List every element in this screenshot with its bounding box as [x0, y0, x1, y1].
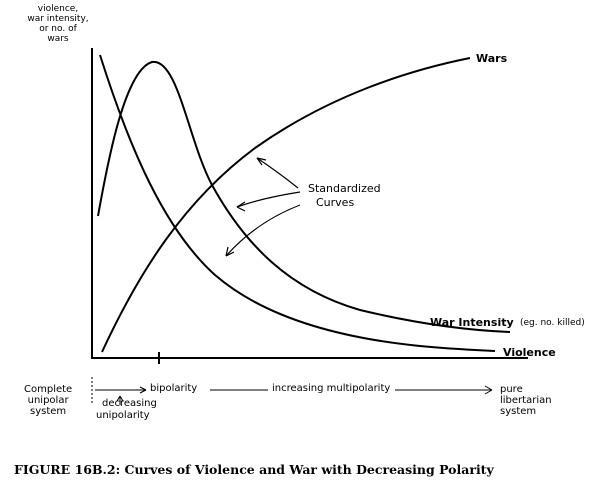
arrow-to-wars [256, 157, 299, 189]
wars-label: Wars [476, 52, 508, 65]
arrowhead-violence [225, 246, 235, 257]
complete-unipolar-label: Complete unipolar system [24, 384, 73, 417]
annotation-arrows [225, 157, 301, 257]
arrowhead-libertarian [484, 385, 493, 395]
war-intensity-label: War Intensity [430, 316, 514, 329]
arrow-to-violence [225, 204, 301, 257]
war-intensity-note: (eg. no. killed) [520, 318, 585, 328]
violence-label: Violence [503, 346, 556, 359]
y-axis-label: violence, war intensity, or no. of wars [27, 4, 89, 44]
decreasing-unipolarity-label: decreasing unipolarity [96, 398, 157, 421]
figure-caption: FIGURE 16B.2: Curves of Violence and War… [14, 462, 494, 477]
wars-curve [101, 57, 471, 353]
war-intensity-curve [97, 60, 511, 333]
arrowhead-bipolarity [139, 386, 147, 394]
arrowhead-wars [256, 157, 267, 166]
increasing-multipolarity-label: increasing multipolarity [272, 383, 391, 394]
arrowhead-intensity [236, 201, 246, 212]
arrow-to-intensity [236, 191, 301, 208]
pure-libertarian-label: pure libertarian system [500, 384, 552, 417]
arrowhead-decreasing [116, 395, 124, 402]
scale-arrows [91, 377, 493, 405]
standardized-curves-annotation: Standardized Curves [308, 182, 381, 209]
violence-curve [99, 54, 496, 352]
bipolarity-label: bipolarity [150, 383, 198, 394]
